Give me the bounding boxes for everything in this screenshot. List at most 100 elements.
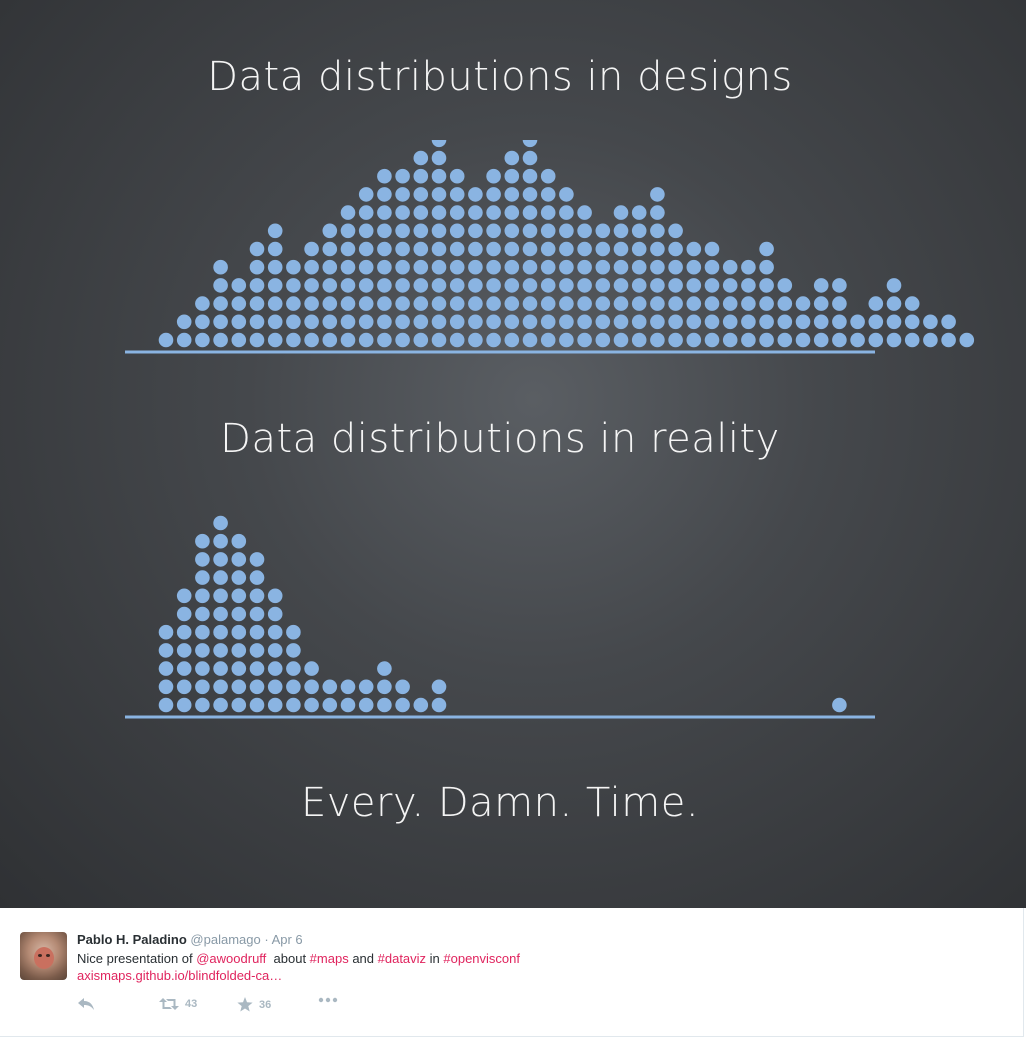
designs-dot bbox=[322, 278, 338, 293]
designs-dot bbox=[722, 314, 738, 330]
designs-dot bbox=[595, 296, 611, 311]
avatar[interactable] bbox=[20, 932, 67, 980]
designs-dot bbox=[431, 259, 447, 275]
retweet-button[interactable]: 43 bbox=[159, 997, 197, 1011]
tweet-date[interactable]: Apr 6 bbox=[271, 932, 303, 947]
reality-dot bbox=[267, 643, 283, 658]
designs-dot bbox=[559, 223, 574, 239]
designs-dot bbox=[631, 278, 647, 293]
designs-dot bbox=[522, 296, 538, 311]
reality-dot bbox=[213, 679, 228, 695]
designs-dot bbox=[559, 205, 574, 220]
hashtag-dataviz-link[interactable]: #dataviz bbox=[377, 951, 427, 966]
designs-dot bbox=[395, 168, 410, 184]
designs-dot bbox=[449, 187, 465, 202]
designs-dot bbox=[759, 259, 774, 275]
hashtag-openvisconf-link[interactable]: #openvisconf bbox=[443, 951, 521, 966]
reality-dot bbox=[231, 624, 247, 640]
designs-dot bbox=[377, 205, 392, 220]
designs-dot bbox=[249, 278, 265, 293]
designs-dot bbox=[322, 332, 338, 348]
designs-dot bbox=[377, 259, 392, 275]
tweet-text-in: in bbox=[426, 951, 444, 966]
designs-dot bbox=[449, 278, 465, 293]
designs-dot bbox=[631, 241, 647, 257]
tweet-url-link[interactable]: axismaps.github.io/blindfolded-ca… bbox=[77, 968, 283, 983]
hashtag-maps-link[interactable]: #maps bbox=[309, 951, 349, 966]
designs-dot bbox=[650, 314, 665, 330]
designs-dot bbox=[868, 332, 884, 348]
designs-dot bbox=[449, 223, 465, 239]
designs-dot bbox=[540, 314, 556, 330]
designs-dot bbox=[668, 259, 683, 275]
designs-dot bbox=[395, 259, 410, 275]
designs-dot bbox=[631, 223, 647, 239]
reply-button[interactable] bbox=[77, 997, 95, 1011]
designs-dot bbox=[668, 332, 683, 348]
reality-dot bbox=[832, 697, 847, 713]
designs-dot bbox=[231, 332, 247, 348]
designs-dot bbox=[686, 259, 702, 275]
reality-dot bbox=[413, 697, 429, 713]
reality-dot bbox=[286, 697, 301, 713]
tweet-text-about: about bbox=[266, 951, 310, 966]
reality-dot bbox=[286, 679, 301, 695]
designs-dot bbox=[431, 140, 447, 148]
designs-dot bbox=[577, 205, 592, 220]
reality-dot bbox=[231, 606, 247, 622]
designs-dot bbox=[286, 259, 301, 275]
reality-dot bbox=[249, 552, 265, 567]
designs-dot bbox=[613, 205, 629, 220]
avatar-eye bbox=[46, 954, 50, 957]
designs-dot bbox=[759, 332, 774, 348]
reality-dot bbox=[358, 679, 374, 695]
designs-dot bbox=[449, 241, 465, 257]
star-icon bbox=[237, 997, 253, 1012]
reality-dot bbox=[195, 697, 210, 713]
designs-dot bbox=[777, 314, 793, 330]
designs-dot bbox=[813, 332, 829, 348]
designs-dot bbox=[395, 241, 410, 257]
designs-dot bbox=[377, 187, 392, 202]
retweet-count: 43 bbox=[185, 998, 198, 1010]
author-handle[interactable]: @palamago bbox=[190, 932, 261, 947]
designs-dot bbox=[468, 314, 483, 330]
more-button[interactable] bbox=[318, 997, 338, 1003]
designs-dot bbox=[759, 278, 774, 293]
reality-dot bbox=[213, 533, 228, 549]
reality-dot bbox=[286, 661, 301, 676]
reality-dot bbox=[231, 552, 247, 567]
reality-dot bbox=[267, 588, 283, 604]
designs-dot bbox=[486, 168, 501, 184]
tweet-card[interactable]: Pablo H. Paladino @palamago · Apr 6 Nice… bbox=[0, 908, 1024, 1037]
mention-link[interactable]: @awoodruff bbox=[196, 951, 267, 966]
designs-dot bbox=[377, 332, 392, 348]
reality-dot bbox=[213, 697, 228, 713]
designs-dot bbox=[176, 332, 192, 348]
designs-dot bbox=[795, 296, 811, 311]
designs-dot bbox=[613, 223, 629, 239]
designs-dot bbox=[486, 241, 501, 257]
designs-dot bbox=[322, 314, 338, 330]
author-name[interactable]: Pablo H. Paladino bbox=[77, 932, 187, 947]
designs-dot bbox=[413, 332, 429, 348]
designs-dot bbox=[522, 259, 538, 275]
reality-dot bbox=[195, 588, 210, 604]
designs-dot bbox=[522, 278, 538, 293]
reality-dot bbox=[195, 552, 210, 567]
designs-dot bbox=[449, 259, 465, 275]
designs-dot bbox=[504, 205, 520, 220]
reality-dot bbox=[231, 697, 247, 713]
designs-dot bbox=[904, 332, 920, 348]
designs-dot bbox=[304, 314, 319, 330]
designs-dot bbox=[486, 278, 501, 293]
designs-dot bbox=[431, 314, 447, 330]
designs-dot bbox=[395, 296, 410, 311]
designs-dot bbox=[522, 332, 538, 348]
designs-dot bbox=[813, 314, 829, 330]
designs-dot bbox=[577, 259, 592, 275]
favorite-button[interactable]: 36 bbox=[237, 997, 271, 1012]
reality-dot bbox=[322, 679, 338, 695]
designs-dot bbox=[431, 332, 447, 348]
designs-dot bbox=[704, 259, 720, 275]
